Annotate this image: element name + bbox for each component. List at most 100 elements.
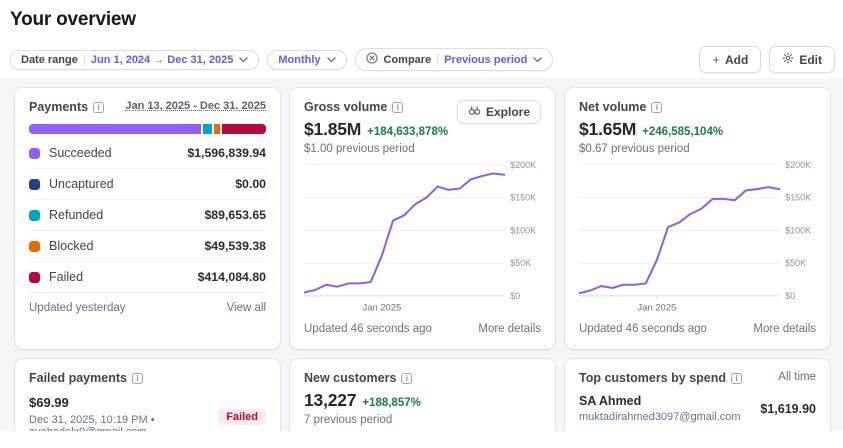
legend-value: $414,084.80 [197, 270, 266, 284]
bar-segment-refunded [202, 124, 213, 134]
page-title: Your overview [10, 9, 136, 30]
top-customer-row[interactable]: SA Ahmed muktadirahmed3097@gmail.com $1,… [579, 394, 816, 431]
gross-volume-amount: $1.85M [304, 119, 362, 139]
date-range-label: Date range [21, 53, 78, 66]
compare-filter[interactable]: Compare Previous period [354, 48, 554, 71]
failed-payments-title: Failed payments [29, 371, 127, 385]
net-volume-card: Net volume i $1.65M +246,585,104% $0.67 … [565, 88, 830, 349]
y-axis-label: $150K [785, 193, 811, 203]
blocked-dot-icon [29, 240, 40, 252]
legend-row-uncaptured[interactable]: Uncaptured $0.00 [29, 169, 266, 200]
legend-value: $0.00 [235, 177, 266, 191]
net-volume-title: Net volume [579, 100, 647, 114]
info-icon[interactable]: i [93, 101, 105, 113]
customer-email: muktadirahmed3097@gmail.com [579, 411, 741, 423]
payments-title: Payments [29, 100, 89, 114]
compare-value: Previous period [444, 53, 528, 66]
header-actions: + Add Edit [699, 46, 835, 73]
chevron-down-icon [533, 56, 543, 63]
remove-compare-icon[interactable] [365, 52, 378, 67]
legend-label: Succeeded [49, 146, 112, 160]
bar-segment-succeeded [29, 124, 201, 134]
x-axis-label: Jan 2025 [363, 302, 402, 313]
payments-distribution-bar [29, 124, 266, 134]
explore-button-label: Explore [485, 105, 530, 119]
more-details-link[interactable]: More details [478, 322, 541, 335]
net-volume-delta: +246,585,104% [642, 126, 724, 138]
failed-payment-row[interactable]: $69.99 Dec 31, 2025, 10:19 PM • ayahadel… [29, 395, 266, 431]
interval-value: Monthly [278, 53, 321, 66]
pill-divider [83, 53, 85, 66]
edit-button[interactable]: Edit [769, 46, 835, 73]
payments-date-range-link[interactable]: Jan 13, 2025 - Dec 31, 2025 [125, 100, 266, 112]
gross-volume-line [304, 172, 506, 294]
legend-value: $89,653.65 [204, 208, 266, 222]
y-axis-label: $50K [510, 258, 531, 268]
pill-divider [437, 53, 439, 66]
gear-icon [782, 52, 794, 67]
legend-row-blocked[interactable]: Blocked $49,539.38 [29, 231, 266, 262]
date-range-filter[interactable]: Date range Jun 1, 2024 → Dec 31, 2025 [10, 49, 260, 70]
more-details-link[interactable]: More details [753, 322, 816, 335]
payments-card: Payments i Jan 13, 2025 - Dec 31, 2025 S… [15, 88, 280, 349]
info-icon[interactable]: i [651, 101, 663, 113]
info-icon[interactable]: i [131, 372, 143, 384]
legend-label: Blocked [49, 239, 94, 253]
payments-legend: Succeeded $1,596,839.94 Uncaptured $0.00… [29, 138, 266, 293]
x-axis-label: Jan 2025 [638, 302, 677, 313]
info-icon[interactable]: i [731, 372, 743, 384]
net-volume-updated-status: Updated 46 seconds ago [579, 322, 707, 335]
payments-updated-status: Updated yesterday [29, 302, 126, 314]
legend-row-succeeded[interactable]: Succeeded $1,596,839.94 [29, 138, 266, 169]
net-volume-previous: $0.67 previous period [579, 143, 690, 155]
view-all-link[interactable]: View all [226, 302, 266, 314]
legend-row-failed[interactable]: Failed $414,084.80 [29, 262, 266, 293]
explore-button[interactable]: Explore [456, 100, 541, 124]
bar-segment-blocked [214, 124, 220, 134]
bar-segment-failed [221, 124, 266, 134]
info-icon[interactable]: i [392, 101, 404, 113]
legend-value: $49,539.38 [204, 239, 266, 253]
add-button[interactable]: + Add [699, 46, 762, 73]
compare-label: Compare [383, 53, 432, 66]
y-axis-label: $100K [785, 225, 811, 235]
explore-icon [468, 105, 481, 119]
chevron-down-icon [239, 56, 249, 63]
y-axis-label: $150K [510, 193, 536, 203]
customer-name: SA Ahmed [579, 394, 642, 408]
y-axis-label: $100K [510, 225, 536, 235]
legend-row-refunded[interactable]: Refunded $89,653.65 [29, 200, 266, 231]
interval-filter[interactable]: Monthly [267, 49, 347, 70]
customer-spend-amount: $1,619.90 [760, 401, 816, 416]
gross-volume-title: Gross volume [304, 100, 388, 114]
new-customers-title: New customers [304, 371, 397, 385]
add-button-label: Add [725, 52, 749, 67]
new-customers-delta: +188,857% [362, 397, 421, 409]
legend-label: Uncaptured [49, 177, 114, 191]
top-customers-title: Top customers by spend [579, 371, 727, 385]
overview-canvas: Payments i Jan 13, 2025 - Dec 31, 2025 S… [0, 78, 843, 431]
gross-volume-chart: $0 $50K $100K $150K $200K Jan 2025 [304, 160, 536, 313]
legend-label: Failed [49, 270, 84, 284]
y-axis-label: $0 [510, 291, 520, 301]
gross-volume-previous: $1.00 previous period [304, 143, 415, 155]
gross-volume-delta: +184,633,878% [367, 126, 449, 138]
failed-payment-detail: Dec 31, 2025, 10:19 PM • ayahadelx9@gmai… [29, 414, 155, 431]
info-icon[interactable]: i [401, 372, 413, 384]
new-customers-previous: 7 previous period [304, 414, 393, 426]
new-customers-count: 13,227 [304, 390, 357, 410]
failed-dot-icon [29, 271, 40, 283]
net-volume-amount: $1.65M [579, 119, 637, 139]
gross-volume-card: Gross volume i $1.85M +184,633,878% $1.0… [290, 88, 555, 349]
failed-status-badge: Failed [218, 408, 266, 425]
failed-payment-amount: $69.99 [29, 395, 69, 410]
filter-bar: Date range Jun 1, 2024 → Dec 31, 2025 Mo… [10, 48, 554, 71]
net-volume-chart: $0 $50K $100K $150K $200K Jan 2025 [579, 160, 811, 313]
y-axis-label: $50K [785, 258, 806, 268]
date-range-value: Jun 1, 2024 → Dec 31, 2025 [90, 53, 234, 66]
top-customers-card: Top customers by spend i All time SA Ahm… [565, 359, 830, 431]
succeeded-dot-icon [29, 147, 40, 159]
uncaptured-dot-icon [29, 178, 40, 190]
top-customers-period: All time [778, 371, 816, 383]
y-axis-label: $200K [510, 160, 536, 170]
